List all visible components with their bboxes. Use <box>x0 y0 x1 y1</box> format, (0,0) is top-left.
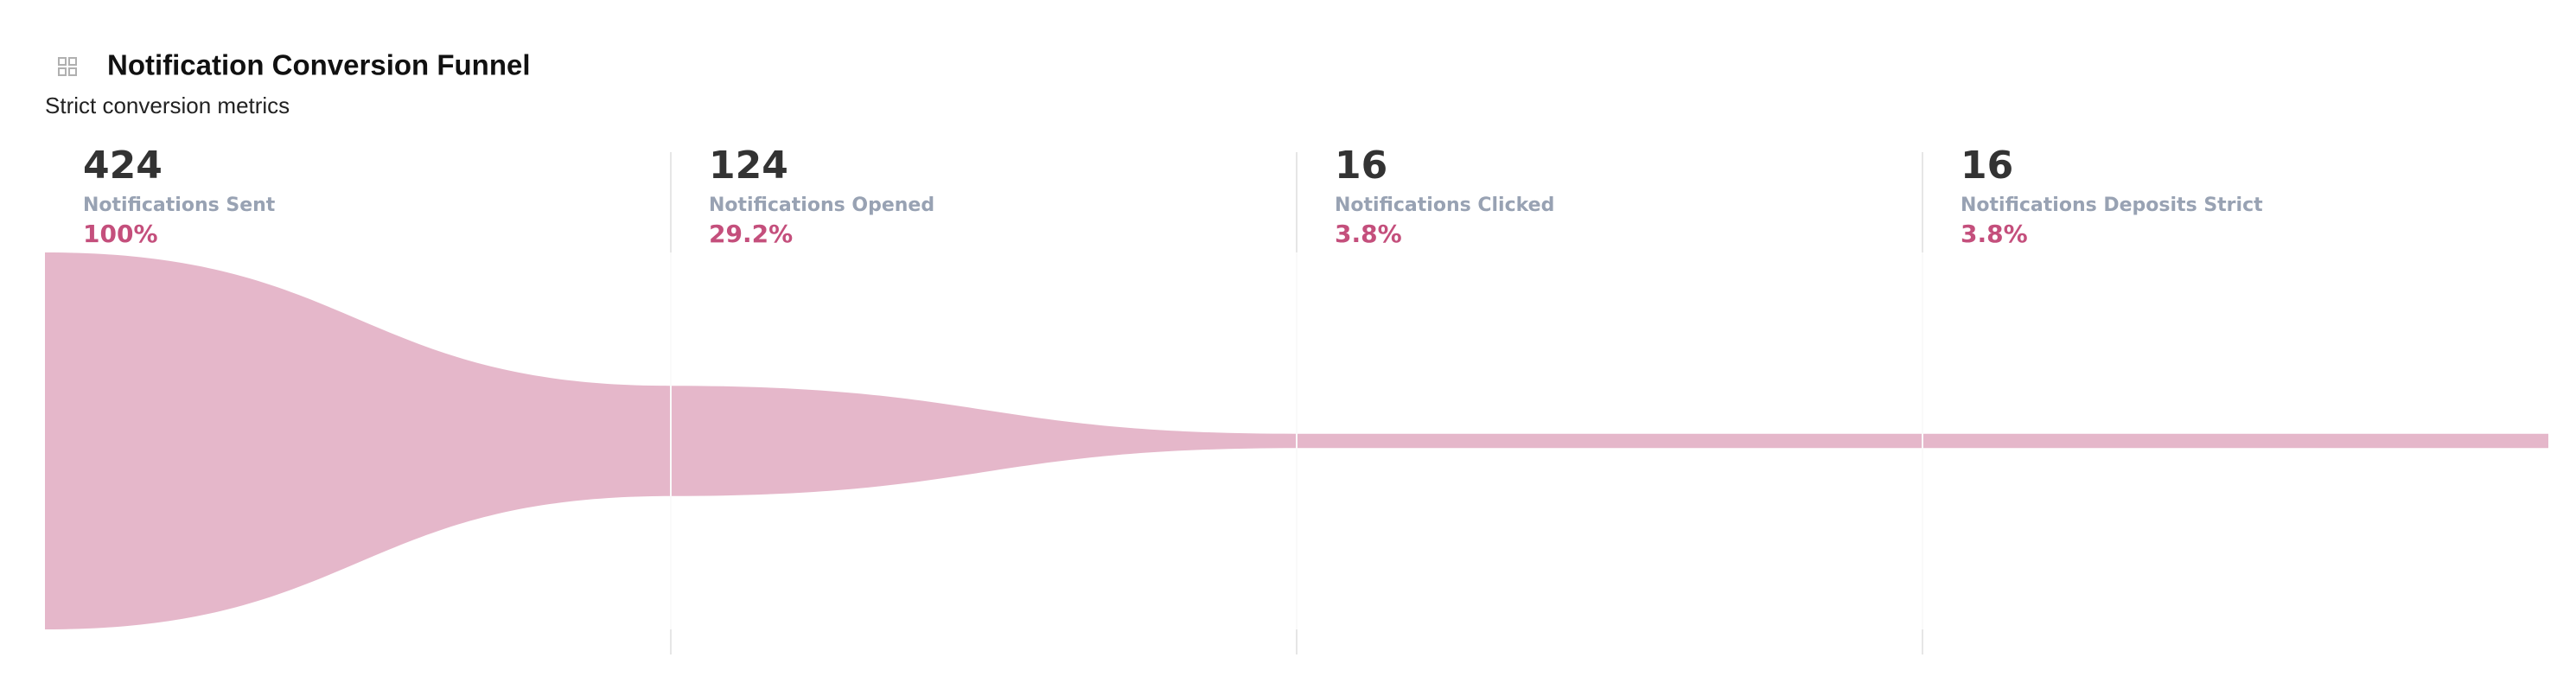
stage-value: 16 <box>1961 144 2013 188</box>
stage-label: Notifications Sent <box>83 195 276 216</box>
funnel-segment <box>1297 433 1922 449</box>
stage-value: 16 <box>1335 144 1387 188</box>
stage-conversion: 3.8% <box>1961 220 2028 248</box>
widget-icon[interactable] <box>58 57 77 76</box>
funnel-segment <box>45 252 671 629</box>
stage-label: Notifications Opened <box>709 195 934 216</box>
stage-conversion: 29.2% <box>709 220 793 248</box>
funnel-segment <box>1922 433 2548 449</box>
stage-value: 124 <box>709 144 788 188</box>
stage-label: Notifications Deposits Strict <box>1961 195 2263 216</box>
chart-title: Notification Conversion Funnel <box>107 49 531 81</box>
stage-label: Notifications Clicked <box>1335 195 1554 216</box>
chart-subtitle: Strict conversion metrics <box>45 93 290 118</box>
stage-conversion: 3.8% <box>1335 220 1402 248</box>
stage-value: 424 <box>83 144 163 188</box>
funnel-segment <box>671 386 1297 496</box>
stage-conversion: 100% <box>83 220 158 248</box>
